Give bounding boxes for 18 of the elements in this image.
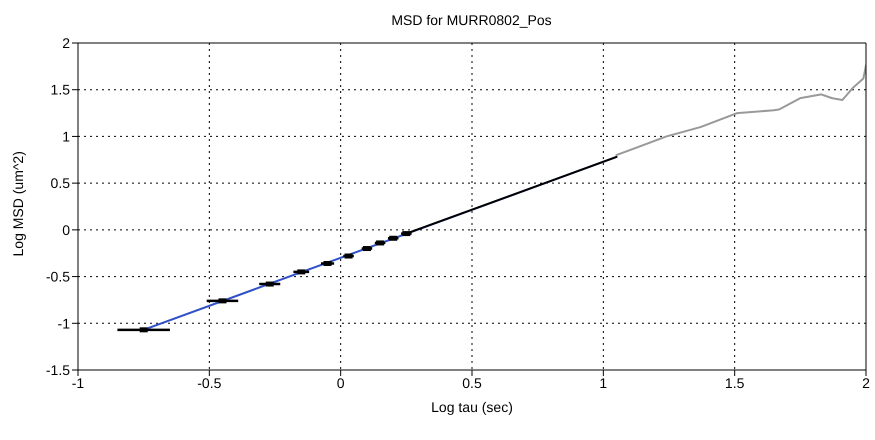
y-tick-label: 1 bbox=[62, 128, 70, 144]
y-tick-label: 1.5 bbox=[50, 82, 70, 98]
y-axis-title: Log MSD (um^2) bbox=[10, 151, 26, 256]
y-tick-label: 2 bbox=[62, 34, 70, 51]
x-tick-label: -0.5 bbox=[197, 374, 222, 391]
y-tick-label: -0.5 bbox=[46, 268, 70, 285]
y-tick-label: -1.5 bbox=[46, 362, 70, 378]
y-tick-label: 0 bbox=[62, 222, 70, 238]
x-tick-label: 2 bbox=[862, 374, 870, 391]
line-series bbox=[615, 64, 866, 156]
x-tick-label: 1.5 bbox=[724, 374, 745, 391]
chart-title: MSD for MURR0802_Pos bbox=[390, 11, 553, 30]
x-tick-label: 0.5 bbox=[462, 374, 482, 391]
y-tick-label: -1 bbox=[58, 315, 70, 332]
x-axis-title: Log tau (sec) bbox=[431, 399, 513, 415]
x-tick-label: 1 bbox=[599, 374, 608, 391]
y-tick-label: 0.5 bbox=[50, 175, 70, 192]
x-tick-label: 0 bbox=[336, 374, 345, 391]
